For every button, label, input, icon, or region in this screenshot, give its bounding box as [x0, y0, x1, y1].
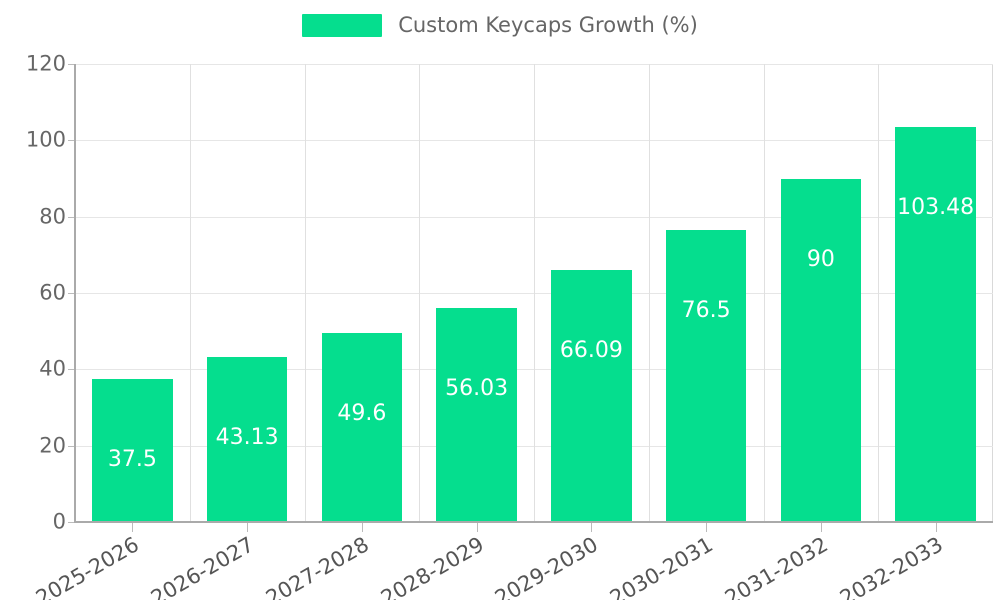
x-axis-tick-label-text: 2027-2028	[261, 532, 373, 600]
legend-label: Custom Keycaps Growth (%)	[398, 13, 698, 37]
x-axis-tick-mark	[247, 523, 249, 532]
y-axis-tick-mark	[68, 293, 75, 294]
y-axis-line	[74, 64, 76, 523]
y-axis-tick-mark	[68, 64, 75, 65]
gridline-vertical	[189, 64, 191, 522]
bar-value-label: 49.6	[337, 400, 387, 426]
x-axis-tick-label: 2031-2032	[710, 532, 832, 600]
x-axis-tick-label: 2027-2028	[251, 532, 373, 600]
legend-entry[interactable]: Custom Keycaps Growth (%)	[302, 14, 698, 37]
x-axis-tick-label: 2026-2027	[136, 532, 259, 600]
y-axis-tick-mark	[68, 445, 75, 447]
x-axis-line	[75, 521, 993, 523]
x-axis-tick-label-text: 2029-2030	[491, 532, 603, 600]
y-axis-tick-label: 100	[25, 127, 66, 152]
x-axis-tick-mark	[935, 523, 937, 532]
legend-swatch-icon	[302, 14, 383, 37]
y-axis-tick-mark	[68, 522, 75, 523]
bar[interactable]: 49.6	[321, 332, 403, 522]
y-axis-tick-label: 80	[39, 204, 66, 229]
gridline-vertical	[304, 64, 306, 522]
bar-value-label: 76.5	[681, 298, 731, 324]
plot-area: 37.5 43.13 49.6 56.03 66.09 76.5 90 103.48	[75, 64, 993, 523]
y-axis-tick-label: 120	[25, 51, 66, 76]
y-axis-tick-label: 60	[39, 280, 66, 305]
bar-value-label: 43.13	[215, 425, 279, 451]
x-axis-tick-label-text: 2030-2031	[605, 532, 718, 600]
bar-value-label: 66.09	[559, 337, 623, 363]
x-axis-tick-mark	[132, 523, 134, 532]
y-axis-tick-label: 40	[39, 356, 66, 381]
bar[interactable]: 76.5	[665, 230, 747, 522]
bar[interactable]: 103.48	[895, 127, 976, 522]
y-axis-tick-label: 20	[39, 433, 66, 458]
x-axis-tick-label-text: 2032-2033	[835, 532, 947, 600]
bar[interactable]: 66.09	[551, 269, 632, 522]
gridline-vertical	[419, 64, 421, 522]
x-axis-tick-label-text: 2031-2032	[720, 532, 832, 600]
gridline-vertical	[763, 64, 765, 522]
gridline-vertical	[534, 64, 535, 522]
bar-value-label: 37.5	[107, 446, 157, 472]
x-axis-tick-mark	[820, 523, 822, 532]
x-axis-tick-label: 2029-2030	[481, 532, 603, 600]
x-axis-tick-mark	[361, 523, 363, 532]
bar[interactable]: 56.03	[436, 308, 517, 522]
bar[interactable]: 90	[780, 178, 862, 522]
x-axis-tick-label-text: 2026-2027	[146, 532, 259, 600]
y-axis-tick-mark	[68, 369, 75, 371]
gridline-vertical	[878, 64, 880, 522]
x-axis-tick-label-text: 2028-2029	[376, 532, 488, 600]
x-axis-tick-label: 2028-2029	[366, 532, 488, 600]
bar-value-label: 56.03	[445, 376, 509, 402]
gridline-vertical	[648, 64, 650, 522]
y-axis-tick-mark	[68, 140, 75, 142]
bar[interactable]: 43.13	[206, 357, 288, 522]
x-axis-tick-mark	[476, 523, 478, 532]
y-axis-tick-mark	[68, 216, 75, 218]
x-axis-tick-mark	[706, 523, 708, 532]
x-axis-tick-label: 2030-2031	[595, 532, 718, 600]
bar-value-label: 103.48	[897, 195, 975, 221]
y-axis-tick-label: 0	[52, 509, 66, 534]
x-axis-tick-label: 2032-2033	[825, 532, 947, 600]
chart-legend: Custom Keycaps Growth (%)	[0, 14, 1000, 37]
x-axis-tick-mark	[591, 523, 593, 532]
y-axis-tick-labels: 0 20 40 60 80 100 120	[0, 0, 75, 600]
bar[interactable]: 37.5	[92, 378, 173, 522]
bar-value-label: 90	[806, 246, 835, 272]
